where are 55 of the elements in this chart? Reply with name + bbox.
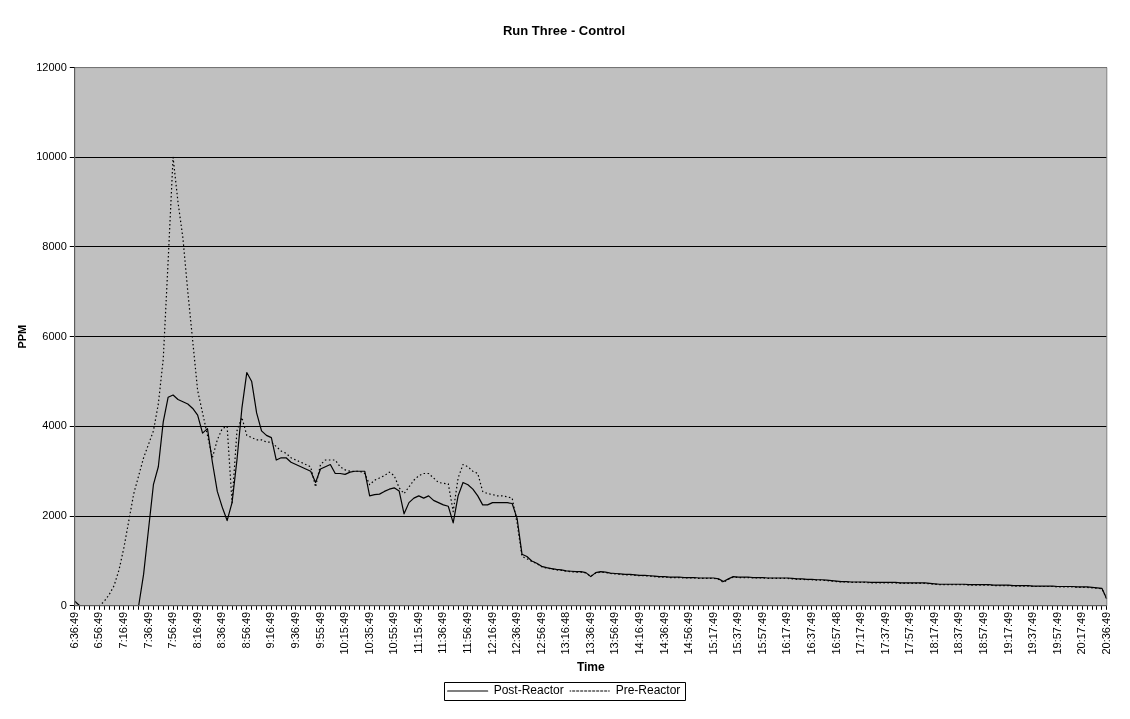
- x-tick-label: 6:56:49: [92, 611, 105, 649]
- x-tick-label: 8:36:49: [215, 611, 228, 649]
- x-tick-label: 16:57:48: [829, 611, 842, 655]
- y-tick-label: 12000: [36, 60, 67, 73]
- x-tick-label: 20:17:49: [1075, 611, 1088, 655]
- x-tick-label: 17:17:49: [854, 611, 867, 655]
- x-tick-label: 6:36:49: [67, 611, 80, 649]
- y-tick-label: 10000: [36, 150, 67, 163]
- x-tick-label: 7:16:49: [116, 611, 129, 649]
- x-tick-label: 15:17:49: [706, 611, 719, 655]
- x-tick-label: 11:56:49: [460, 611, 473, 654]
- x-tick-label: 10:55:49: [387, 611, 400, 655]
- y-tick-label: 0: [60, 598, 67, 611]
- x-tick-label: 15:57:49: [755, 611, 768, 655]
- x-tick-label: 8:16:49: [190, 611, 203, 649]
- x-tick-label: 17:57:49: [903, 611, 916, 655]
- x-tick-label: 15:37:49: [731, 611, 744, 655]
- x-tick-label: 13:36:49: [583, 611, 596, 655]
- x-tick-label: 9:36:49: [288, 611, 301, 649]
- x-tick-label: 20:36:49: [1099, 611, 1112, 655]
- x-tick-label: 18:57:49: [976, 611, 989, 655]
- x-tick-label: 12:56:49: [534, 611, 547, 655]
- y-tick-label: 8000: [42, 240, 67, 253]
- x-tick-label: 18:37:49: [952, 611, 965, 655]
- x-axis-title: Time: [576, 660, 606, 675]
- x-tick-label: 14:56:49: [682, 611, 695, 655]
- x-tick-label: 8:56:49: [239, 611, 252, 649]
- x-tick-label: 13:56:49: [608, 611, 621, 655]
- y-axis-title: PPM: [15, 324, 28, 349]
- x-tick-label: 19:17:49: [1001, 611, 1014, 655]
- x-tick-label: 14:36:49: [657, 611, 670, 655]
- x-tick-label: 11:15:49: [411, 611, 424, 654]
- y-tick-label: 6000: [42, 329, 67, 342]
- x-tick-label: 9:16:49: [264, 611, 277, 649]
- x-tick-label: 10:15:49: [338, 611, 351, 655]
- x-tick-label: 13:16:48: [559, 611, 572, 655]
- x-tick-label: 10:35:49: [362, 611, 375, 655]
- legend-label: Post-Reactor: [493, 683, 564, 698]
- x-tick-label: 16:17:49: [780, 611, 793, 655]
- legend-label: Pre-Reactor: [615, 683, 681, 698]
- x-tick-label: 17:37:49: [878, 611, 891, 655]
- x-tick-label: 14:16:49: [632, 611, 645, 655]
- x-tick-label: 19:37:49: [1026, 611, 1039, 655]
- x-tick-label: 19:57:49: [1050, 611, 1063, 655]
- x-tick-label: 12:16:49: [485, 611, 498, 655]
- x-tick-label: 18:17:49: [927, 611, 940, 655]
- x-tick-label: 16:37:49: [804, 611, 817, 655]
- x-tick-label: 7:36:49: [141, 611, 154, 649]
- x-tick-label: 12:36:49: [510, 611, 523, 655]
- x-tick-label: 7:56:49: [166, 611, 179, 649]
- x-tick-label: 9:55:49: [313, 611, 326, 649]
- y-tick-label: 2000: [42, 509, 67, 522]
- y-tick-label: 4000: [42, 419, 67, 432]
- chart-title: Run Three - Control: [502, 23, 626, 39]
- x-tick-label: 11:36:49: [436, 611, 449, 654]
